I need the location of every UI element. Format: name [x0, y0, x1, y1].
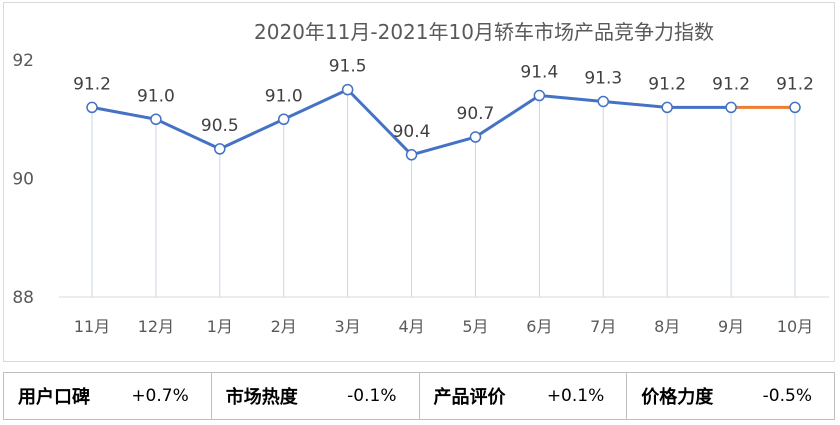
series-segment — [90, 105, 158, 121]
data-point — [533, 89, 546, 102]
data-label: 91.4 — [520, 63, 558, 83]
x-tick-label: 1月 — [207, 317, 233, 336]
series-segment — [410, 135, 477, 157]
metric-value: -0.5% — [762, 386, 812, 406]
x-tick-label: 6月 — [526, 317, 552, 336]
data-label: 91.2 — [73, 74, 111, 94]
data-label: 91.2 — [648, 74, 686, 94]
x-tick-label: 7月 — [590, 317, 616, 336]
metric-value: +0.1% — [546, 386, 605, 406]
data-label: 90.7 — [457, 104, 495, 124]
series-segment — [218, 117, 286, 151]
data-point — [597, 95, 610, 108]
metric-product-review: 产品评价 +0.1% — [420, 373, 628, 419]
chart-title: 2020年11月-2021年10月轿车市场产品竞争力指数 — [254, 20, 714, 44]
data-point — [469, 131, 482, 143]
data-point — [86, 101, 98, 114]
data-label: 91.2 — [776, 74, 814, 94]
metric-label: 价格力度 — [641, 387, 714, 408]
x-tick-label: 8月 — [654, 317, 680, 336]
x-axis: 11月 12月 1月 2月 3月 4月 5月 6月 7月 8月 9月 10月 — [74, 317, 813, 336]
metric-label: 用户口碑 — [18, 387, 90, 408]
x-tick-label: 11月 — [74, 317, 110, 336]
chart-area: 2020年11月-2021年10月轿车市场产品竞争力指数 92 90 88 91.2… — [3, 2, 835, 362]
drop-lines — [91, 94, 796, 297]
data-label: 91.0 — [265, 86, 303, 106]
x-tick-label: 12月 — [138, 317, 174, 336]
x-tick-label: 5月 — [462, 317, 488, 336]
series-segment — [346, 88, 414, 157]
line-chart: 2020年11月-2021年10月轿车市场产品竞争力指数 92 90 88 91.2… — [12, 20, 829, 336]
y-tick-label: 88 — [12, 288, 34, 308]
data-markers — [86, 83, 801, 161]
series-line — [90, 88, 797, 157]
data-point — [277, 113, 290, 125]
data-point — [214, 143, 226, 155]
data-point — [789, 101, 801, 114]
metric-value: -0.1% — [347, 386, 397, 406]
data-label: 91.0 — [137, 86, 175, 106]
data-label: 90.5 — [201, 116, 239, 136]
data-label: 90.4 — [393, 122, 431, 142]
metric-value: +0.7% — [131, 386, 189, 406]
data-point — [150, 113, 162, 125]
data-label: 91.2 — [712, 74, 750, 94]
data-labels: 91.2 91.0 90.5 91.0 91.5 90.4 90.7 91.4 91.3 91.2… — [73, 57, 814, 142]
y-tick-label: 92 — [12, 51, 34, 71]
series-segment — [282, 88, 350, 121]
data-point — [661, 101, 673, 114]
metric-market-heat: 市场热度 -0.1% — [212, 373, 420, 419]
metric-label: 产品评价 — [433, 387, 506, 408]
series-segment — [154, 117, 222, 151]
y-axis: 92 90 88 — [12, 51, 34, 308]
data-point — [405, 149, 418, 161]
series-segment — [601, 99, 669, 109]
x-tick-label: 9月 — [718, 317, 744, 336]
x-tick-label: 2月 — [271, 317, 297, 336]
series-segment — [473, 94, 541, 139]
metric-label: 市场热度 — [225, 387, 298, 408]
metrics-footer: 用户口碑 +0.7% 市场热度 -0.1% 产品评价 +0.1% 价格力度 -0… — [3, 372, 835, 420]
metric-price-strength: 价格力度 -0.5% — [627, 373, 834, 419]
data-label: 91.3 — [584, 68, 622, 88]
x-tick-label: 10月 — [777, 317, 813, 336]
data-point — [341, 83, 354, 96]
x-tick-label: 3月 — [335, 317, 361, 336]
x-tick-label: 4月 — [398, 317, 424, 336]
y-tick-label: 90 — [12, 170, 34, 190]
metric-user-reputation: 用户口碑 +0.7% — [4, 373, 212, 419]
data-point — [725, 101, 737, 114]
data-label: 91.5 — [329, 57, 367, 77]
series-segment — [537, 94, 605, 103]
